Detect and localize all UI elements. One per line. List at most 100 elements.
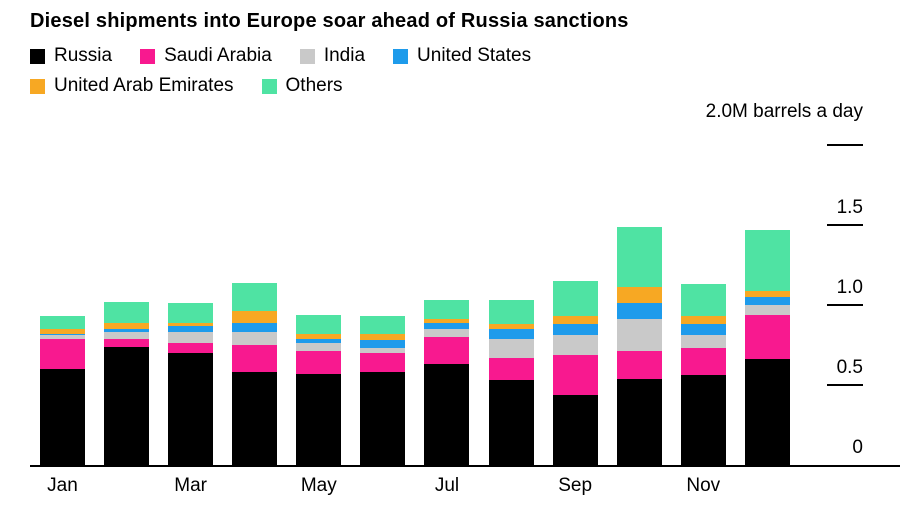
- x-axis-tick-label: Mar: [174, 475, 208, 496]
- bar-segment-saudi-arabia: [296, 351, 342, 374]
- legend-item-united-states: United States: [393, 45, 531, 67]
- x-axis-tick-label: May: [300, 475, 337, 496]
- bar-segment-united-arab-emirates: [360, 333, 406, 341]
- bar-segment-india: [232, 332, 278, 346]
- x-axis-tick-label: Jul: [434, 475, 460, 496]
- x-axis-baseline: [30, 465, 900, 467]
- bar-segment-united-arab-emirates: [744, 290, 790, 298]
- bar-jul: [424, 300, 470, 465]
- bar-jun: [360, 316, 406, 465]
- chart-title: Diesel shipments into Europe soar ahead …: [30, 10, 629, 32]
- bar-aug: [488, 300, 534, 465]
- y-axis-tick-mark: [827, 304, 863, 306]
- legend-label: Others: [285, 75, 343, 96]
- legend-swatch-icon: [393, 48, 409, 64]
- bar-segment-others: [104, 301, 150, 323]
- bar-may: [296, 314, 342, 465]
- y-axis-tick-label: 0: [852, 437, 863, 458]
- bar-dec: [744, 229, 790, 465]
- bar-segment-saudi-arabia: [360, 353, 406, 373]
- bar-segment-russia: [424, 364, 470, 465]
- bar-segment-russia: [168, 353, 214, 465]
- bar-segment-united-states: [424, 322, 470, 330]
- x-axis-tick-label: [232, 475, 277, 497]
- bar-segment-united-states: [680, 324, 726, 336]
- legend-label: Saudi Arabia: [164, 45, 272, 66]
- bar-segment-russia: [616, 378, 662, 465]
- x-axis-tick-label: Nov: [686, 475, 721, 496]
- legend-swatch-icon: [140, 48, 156, 64]
- bar-segment-russia: [680, 375, 726, 465]
- bar-segment-united-arab-emirates: [232, 311, 278, 323]
- bar-segment-united-states: [360, 340, 406, 349]
- bar-segment-india: [104, 332, 150, 339]
- bar-segment-russia: [744, 359, 790, 465]
- bar-segment-united-arab-emirates: [552, 316, 598, 325]
- x-axis-tick-label: [489, 475, 534, 497]
- bar-segment-others: [296, 314, 342, 334]
- y-axis-tick-label: 1.5: [836, 197, 863, 218]
- bar-segment-saudi-arabia: [680, 348, 726, 376]
- bar-segment-others: [488, 300, 534, 325]
- legend-swatch-icon: [299, 48, 315, 64]
- bar-segment-united-states: [552, 324, 598, 336]
- bar-jan: [40, 316, 85, 465]
- legend-item-india: India: [299, 45, 366, 67]
- bar-segment-united-states: [616, 303, 662, 320]
- bar-segment-others: [232, 282, 278, 312]
- bar-segment-others: [552, 281, 598, 317]
- bar-segment-india: [744, 305, 790, 315]
- bar-segment-russia: [488, 380, 534, 465]
- bar-segment-united-arab-emirates: [168, 322, 214, 326]
- legend-label: India: [323, 45, 366, 66]
- bar-segment-united-states: [232, 322, 278, 333]
- bar-segment-others: [40, 316, 85, 330]
- legend-item-united-arab-emirates: United Arab Emirates: [30, 75, 234, 97]
- x-axis-labels: Jan Mar May Jul Sep Nov: [40, 475, 790, 497]
- bar-segment-russia: [552, 394, 598, 465]
- x-axis-tick-label: [617, 475, 662, 497]
- bar-segment-united-arab-emirates: [488, 324, 534, 330]
- bar-segment-india: [680, 335, 726, 349]
- bar-segment-russia: [360, 372, 406, 465]
- bar-sep: [552, 281, 598, 465]
- x-axis-tick-label: [360, 475, 405, 497]
- x-axis-tick-label: [104, 475, 149, 497]
- bar-segment-saudi-arabia: [552, 354, 598, 395]
- bar-segment-saudi-arabia: [104, 338, 150, 347]
- bar-segment-others: [168, 303, 214, 323]
- bar-segment-united-arab-emirates: [296, 333, 342, 339]
- bar-segment-saudi-arabia: [40, 338, 85, 369]
- y-axis-tick-label: 0.5: [836, 357, 863, 378]
- plot-area: Jan Mar May Jul Sep Nov 1.5 1.0 0.5 0: [30, 144, 900, 496]
- bar-segment-saudi-arabia: [168, 343, 214, 353]
- bar-segment-united-states: [168, 325, 214, 333]
- legend-item-russia: Russia: [30, 45, 112, 67]
- bar-segment-india: [488, 338, 534, 358]
- legend-swatch-icon: [261, 78, 277, 94]
- bar-segment-saudi-arabia: [616, 351, 662, 379]
- bar-mar: [168, 303, 214, 465]
- legend-item-others: Others: [261, 75, 343, 97]
- bar-segment-united-arab-emirates: [104, 322, 150, 330]
- bar-segment-russia: [104, 346, 150, 465]
- bar-segment-united-arab-emirates: [40, 329, 85, 334]
- bar-segment-india: [168, 332, 214, 344]
- bar-apr: [232, 282, 278, 465]
- bar-segment-russia: [296, 373, 342, 465]
- bar-segment-india: [616, 319, 662, 352]
- x-axis-tick-label: Sep: [558, 475, 593, 496]
- bar-segment-others: [424, 300, 470, 320]
- bar-segment-saudi-arabia: [488, 357, 534, 381]
- legend-label: United States: [417, 45, 532, 66]
- bar-segment-united-states: [488, 329, 534, 339]
- legend-swatch-icon: [30, 78, 45, 94]
- bar-segment-united-arab-emirates: [424, 319, 470, 323]
- bar-segment-others: [360, 316, 406, 334]
- bar-segment-india: [40, 335, 85, 339]
- bar-segment-united-states: [104, 329, 150, 333]
- legend-label: United Arab Emirates: [54, 75, 234, 96]
- bar-segment-russia: [232, 372, 278, 465]
- y-axis-tick-mark: [827, 144, 863, 146]
- bar-segment-others: [744, 229, 790, 291]
